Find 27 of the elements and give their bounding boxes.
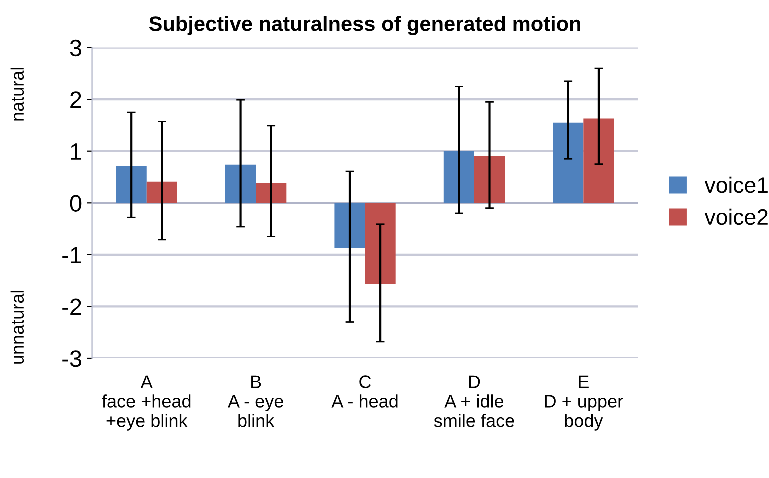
legend-label: voice1 bbox=[704, 176, 768, 194]
x-tick-label: D A + idle smile face bbox=[434, 376, 514, 428]
y-tick-label: -2 bbox=[62, 298, 82, 316]
bar bbox=[444, 151, 474, 204]
bar bbox=[474, 156, 506, 204]
bar bbox=[256, 183, 287, 204]
bar bbox=[584, 118, 614, 204]
chart-title: Subjective naturalness of generated motion bbox=[149, 16, 580, 36]
y-tick-label: 1 bbox=[71, 144, 82, 160]
x-tick-label: E D + upper body bbox=[545, 376, 624, 431]
text: natural bbox=[10, 68, 24, 121]
bar bbox=[334, 203, 366, 248]
y-tick-label: 2 bbox=[70, 92, 82, 108]
bar bbox=[365, 203, 396, 284]
legend-label: voice2 bbox=[704, 208, 768, 226]
bar bbox=[553, 122, 584, 204]
bar bbox=[226, 164, 256, 204]
y-tick-label: 0 bbox=[70, 195, 82, 212]
y-tick-label: 3 bbox=[70, 40, 82, 57]
x-tick-label: C A - head bbox=[332, 376, 398, 408]
text: unnatural bbox=[10, 290, 24, 364]
x-tick-label: A face +head +eye blink bbox=[102, 376, 191, 431]
y-tick-label: -3 bbox=[62, 350, 82, 368]
bar bbox=[146, 182, 178, 204]
x-tick-label: B A - eye blink bbox=[228, 376, 284, 428]
y-tick-label: -1 bbox=[62, 247, 82, 264]
bar bbox=[116, 166, 147, 204]
